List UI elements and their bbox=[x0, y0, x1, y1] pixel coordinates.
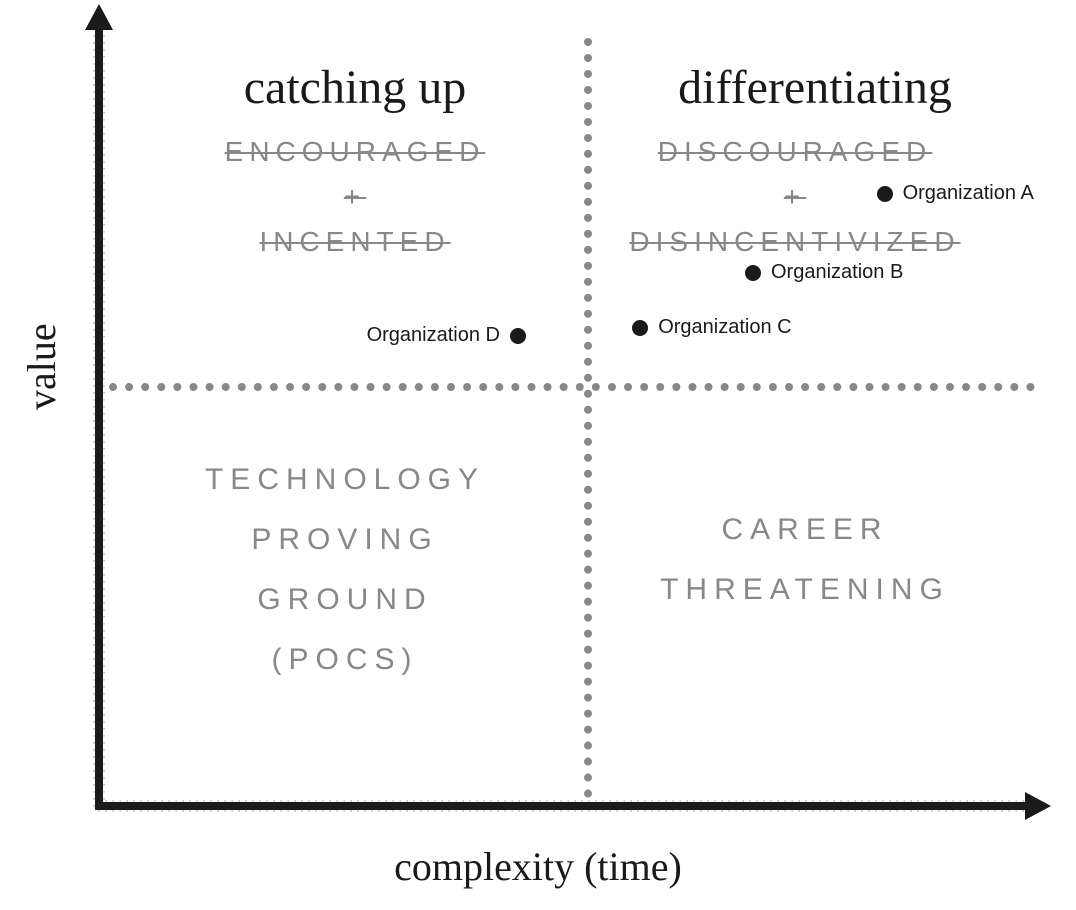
bl-line-3: GROUND bbox=[257, 583, 432, 616]
tr-sub-line-1: DISCOURAGED bbox=[658, 136, 932, 167]
point-org-c bbox=[632, 320, 648, 336]
br-line-1: CAREER bbox=[721, 513, 888, 546]
point-label-org-c: Organization C bbox=[658, 316, 791, 339]
quadrant-bottom-right-label: CAREER THREATENING bbox=[595, 500, 1015, 620]
tr-sub-line-2: + bbox=[784, 181, 806, 212]
horizontal-divider bbox=[109, 383, 1035, 391]
point-org-b bbox=[745, 265, 761, 281]
br-line-2: THREATENING bbox=[660, 573, 950, 606]
quadrant-chart: catching up ENCOURAGED + INCENTED differ… bbox=[95, 20, 1035, 810]
point-org-a bbox=[877, 186, 893, 202]
tr-sub-line-3: DISINCENTIVIZED bbox=[629, 226, 960, 257]
y-axis-arrow-icon bbox=[85, 4, 113, 30]
point-label-org-b: Organization B bbox=[771, 261, 903, 284]
quadrant-top-left-subtitle: ENCOURAGED + INCENTED bbox=[155, 130, 555, 264]
quadrant-top-right-title: differentiating bbox=[615, 60, 1015, 115]
x-axis bbox=[95, 802, 1035, 810]
x-axis-label: complexity (time) bbox=[0, 843, 1076, 890]
tl-sub-line-1: ENCOURAGED bbox=[225, 136, 486, 167]
y-axis-label: value bbox=[18, 323, 65, 410]
tl-sub-line-3: INCENTED bbox=[259, 226, 450, 257]
bl-line-2: PROVING bbox=[251, 523, 438, 556]
bl-line-4: (POCS) bbox=[272, 643, 419, 676]
y-axis bbox=[95, 20, 103, 810]
point-org-d bbox=[510, 328, 526, 344]
tl-sub-line-2: + bbox=[344, 181, 366, 212]
quadrant-bottom-left-label: TECHNOLOGY PROVING GROUND (POCS) bbox=[135, 450, 555, 690]
point-label-org-d: Organization D bbox=[367, 324, 500, 347]
bl-line-1: TECHNOLOGY bbox=[205, 463, 485, 496]
vertical-divider bbox=[584, 38, 592, 798]
quadrant-top-left-title: catching up bbox=[155, 60, 555, 115]
point-label-org-a: Organization A bbox=[903, 182, 1034, 205]
x-axis-arrow-icon bbox=[1025, 792, 1051, 820]
